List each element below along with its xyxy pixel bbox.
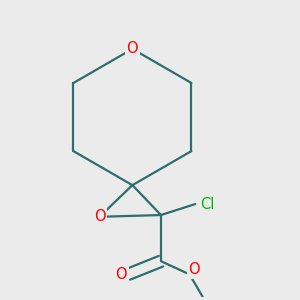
Text: O: O [188,262,200,278]
Text: Cl: Cl [200,196,214,211]
Text: O: O [94,209,105,224]
Text: O: O [116,267,127,282]
Text: O: O [127,41,138,56]
